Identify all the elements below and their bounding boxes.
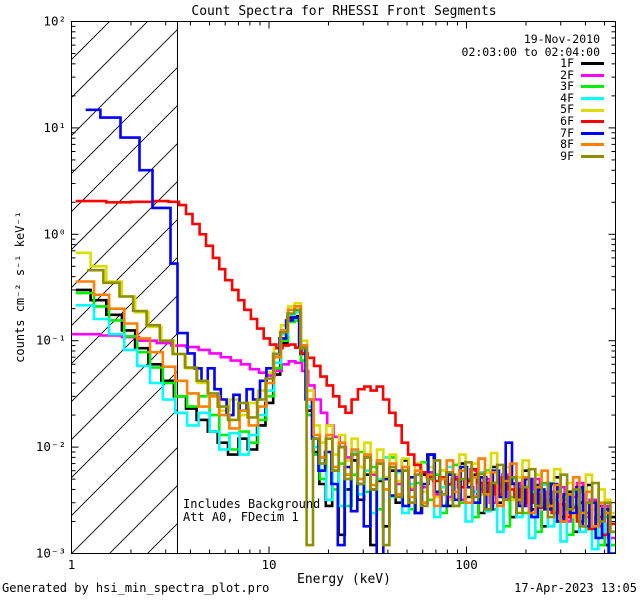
x-tick-label: 1 bbox=[68, 557, 76, 572]
legend-label: 3F bbox=[560, 79, 574, 94]
x-tick-label: 100 bbox=[455, 557, 478, 572]
plot-frame bbox=[71, 21, 616, 554]
page-title: Count Spectra for RHESSI Front Segments bbox=[191, 4, 497, 19]
legend-swatch bbox=[581, 131, 604, 135]
x-axis-label: Energy (keV) bbox=[297, 572, 391, 587]
legend-label: 6F bbox=[560, 113, 574, 128]
legend-label: 2F bbox=[560, 67, 574, 82]
spectra-series bbox=[71, 108, 616, 554]
observation-date-label: 19-Nov-2010 bbox=[523, 32, 600, 46]
footer-generator-label: Generated by hsi_min_spectra_plot.pro bbox=[2, 581, 270, 595]
legend-swatch bbox=[581, 143, 604, 147]
axis-ticks: 1 10 100 10² 10¹ 10⁰ 10⁻¹ 10⁻² 10⁻³ bbox=[36, 14, 616, 572]
legend: 1F 2F 3F 4F 5F 6F 7F 8F 9F bbox=[560, 56, 604, 163]
legend-swatch bbox=[581, 62, 604, 66]
legend-label: 1F bbox=[560, 56, 574, 70]
legend-item-6F: 6F bbox=[560, 113, 604, 128]
y-tick-label: 10¹ bbox=[43, 120, 66, 135]
y-tick-label: 10⁰ bbox=[43, 226, 66, 241]
footer-datetime-label: 17-Apr-2023 13:05 bbox=[514, 581, 637, 595]
y-tick-label: 10² bbox=[43, 14, 66, 29]
series-8F bbox=[75, 280, 616, 534]
legend-item-2F: 2F bbox=[560, 67, 604, 82]
legend-swatch bbox=[581, 85, 604, 89]
legend-swatch bbox=[581, 73, 604, 77]
series-9F bbox=[87, 268, 616, 547]
x-tick-label: 10 bbox=[261, 557, 276, 572]
legend-item-1F: 1F bbox=[560, 56, 604, 70]
legend-swatch bbox=[581, 97, 604, 101]
annotation-includes-background: Includes Background bbox=[183, 497, 321, 511]
annotation-attenuator-state: Att A0, FDecim 1 bbox=[183, 510, 299, 524]
legend-item-3F: 3F bbox=[560, 81, 604, 93]
legend-label: 9F bbox=[560, 148, 574, 163]
legend-item-8F: 8F bbox=[560, 139, 604, 151]
y-tick-label: 10⁻¹ bbox=[36, 333, 66, 348]
legend-label: 8F bbox=[560, 137, 574, 152]
y-tick-label: 10⁻² bbox=[36, 439, 66, 454]
legend-label: 7F bbox=[560, 125, 574, 140]
legend-item-4F: 4F bbox=[560, 90, 604, 105]
legend-label: 4F bbox=[560, 90, 574, 105]
legend-item-9F: 9F bbox=[560, 148, 604, 163]
y-axis-label: counts cm⁻² s⁻¹ keV⁻¹ bbox=[13, 211, 27, 363]
series-7F bbox=[85, 108, 616, 554]
legend-item-7F: 7F bbox=[560, 125, 604, 140]
legend-swatch bbox=[581, 120, 604, 124]
time-range-label: 02:03:00 to 02:04:00 bbox=[461, 45, 600, 59]
y-tick-label: 10⁻³ bbox=[36, 546, 66, 561]
legend-swatch bbox=[581, 155, 604, 159]
legend-item-5F: 5F bbox=[560, 104, 604, 116]
legend-label: 5F bbox=[560, 102, 574, 117]
legend-swatch bbox=[581, 108, 604, 112]
